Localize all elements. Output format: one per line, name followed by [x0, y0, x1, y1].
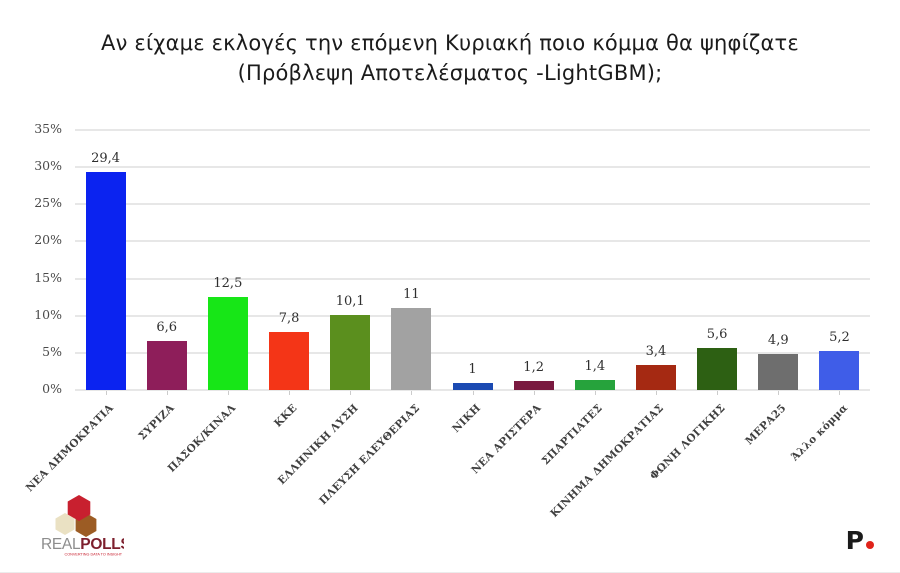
gridline — [75, 203, 870, 206]
hexagon-red-icon — [67, 495, 91, 521]
bar-value-label: 4,9 — [767, 333, 789, 348]
x-axis-label: Άλλο κόμμα — [788, 402, 850, 464]
bar — [697, 348, 738, 390]
realpolls-word-real: REAL — [41, 536, 81, 553]
bar — [513, 381, 554, 390]
bar-value-label: 7,8 — [278, 311, 300, 326]
chart-title-line2: (Πρόβλεψη Αποτελέσματος -LightGBM); — [237, 61, 663, 85]
gridline — [75, 277, 870, 280]
x-axis-tick — [594, 391, 596, 395]
x-axis-label: ΣΥΡΙΖΑ — [136, 402, 178, 443]
bar — [452, 383, 493, 390]
gridline — [75, 240, 870, 243]
bar — [758, 354, 799, 390]
gridline — [75, 166, 870, 169]
publisher-red-dot-icon — [866, 541, 874, 549]
bar-value-label: 1,4 — [584, 359, 606, 374]
bar — [819, 351, 860, 390]
x-axis-tick — [411, 391, 413, 395]
publisher-logo: P — [846, 526, 874, 555]
realpolls-logo: REALPOLLS CONVERTING DATA TO INSIGHT — [41, 495, 124, 557]
x-axis-label: ΝΙΚΗ — [449, 402, 483, 436]
gridline — [75, 129, 870, 131]
realpolls-word-polls: POLLS — [80, 536, 124, 553]
bar-value-label: 5,2 — [829, 330, 850, 345]
y-axis-label: 5% — [42, 343, 62, 359]
x-axis-tick — [227, 391, 229, 395]
x-axis-label: ΚΙΝΗΜΑ ΔΗΜΟΚΡΑΤΙΑΣ — [548, 402, 667, 520]
gridline — [75, 314, 870, 317]
y-axis-label: 0% — [42, 381, 62, 396]
x-axis-label: ΠΑΣΟΚ/ΚΙΝΑΛ — [165, 402, 239, 475]
y-axis-label: 30% — [34, 158, 62, 174]
x-axis-tick — [350, 391, 352, 395]
y-axis-label: 20% — [34, 232, 62, 248]
x-axis-tick — [166, 391, 168, 395]
gridline — [75, 389, 870, 391]
bar-value-label: 29,4 — [91, 151, 121, 166]
bar-value-label: 5,6 — [706, 327, 728, 342]
bar — [146, 341, 187, 390]
bar-value-label: 1 — [468, 362, 477, 377]
bar-value-label: 11 — [403, 287, 420, 302]
x-axis-tick — [778, 391, 780, 395]
x-axis-tick — [839, 391, 841, 395]
x-axis-tick — [717, 391, 719, 395]
x-axis-label: ΚΚΕ — [271, 402, 300, 430]
bar-value-label: 12,5 — [213, 276, 243, 291]
x-axis-tick — [655, 391, 657, 395]
hexagon-cream-icon — [55, 513, 75, 535]
bar — [207, 297, 248, 390]
chart-title: Αν είχαμε εκλογές την επόμενη Κυριακή πο… — [0, 28, 900, 88]
bar-value-label: 1,2 — [523, 360, 544, 375]
bar-value-label: 3,4 — [645, 344, 667, 359]
x-axis-label: ΝΕΑ ΔΗΜΟΚΡΑΤΙΑ — [23, 402, 117, 495]
bar — [574, 380, 615, 390]
x-axis-label: ΠΛΕΥΣΗ ΕΛΕΥΘΕΡΙΑΣ — [316, 402, 422, 508]
x-axis-tick — [105, 391, 107, 395]
bar — [330, 315, 371, 390]
y-axis-label: 35% — [34, 121, 62, 136]
bar — [269, 332, 310, 390]
y-axis-label: 10% — [34, 306, 62, 322]
y-axis-label: 15% — [34, 269, 62, 285]
y-axis-label: 25% — [34, 195, 62, 211]
x-axis-label: ΝΕΑ ΑΡΙΣΤΕΡΑ — [469, 402, 545, 477]
publisher-letter: P — [845, 526, 864, 555]
bar-value-label: 10,1 — [335, 294, 365, 309]
bar — [85, 172, 126, 390]
x-axis-tick — [289, 391, 291, 395]
realpolls-tagline: CONVERTING DATA TO INSIGHT — [65, 553, 123, 557]
gridline — [75, 351, 870, 354]
x-axis-label: ΣΠΑΡΤΙΑΤΕΣ — [539, 402, 606, 468]
bar — [635, 365, 676, 390]
bar-value-label: 6,6 — [156, 320, 178, 335]
x-axis-label: ΜΕΡΑ25 — [743, 402, 789, 448]
x-axis-tick — [533, 391, 535, 395]
realpolls-wordmark: REALPOLLS — [41, 536, 124, 553]
chart-title-line1: Αν είχαμε εκλογές την επόμενη Κυριακή πο… — [101, 31, 799, 55]
bar — [391, 308, 432, 390]
x-axis-tick — [472, 391, 474, 395]
